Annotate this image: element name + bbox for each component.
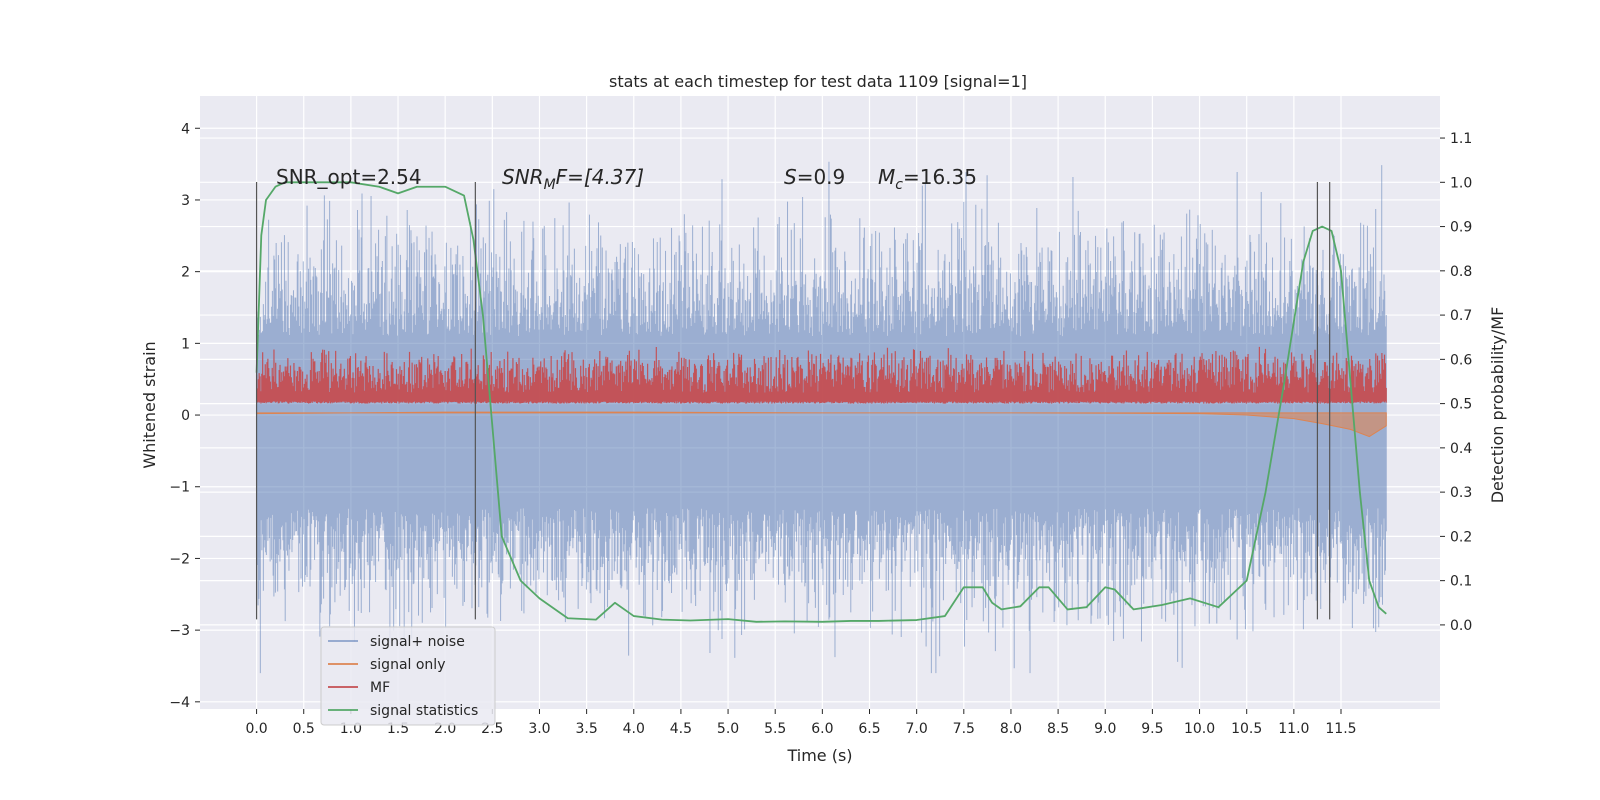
- x-tick-label: 10.0: [1184, 721, 1215, 737]
- y-tick-label-left: −2: [169, 551, 190, 567]
- legend-label: signal only: [370, 657, 445, 673]
- series-layer: [255, 161, 1387, 674]
- annotation-s: S=0.9: [784, 165, 845, 189]
- annotation-snr-mf-symbol: SNR: [502, 165, 544, 189]
- series-signal-statistics: [255, 181, 1387, 623]
- y-tick-label-right: 0.4: [1450, 441, 1472, 457]
- y-tick-label-left: 4: [181, 121, 190, 137]
- y-tick-label-left: 0: [181, 408, 190, 424]
- y-tick-label-right: 0.0: [1450, 618, 1472, 634]
- x-tick-label: 3.5: [575, 721, 597, 737]
- y-tick-label-right: 0.8: [1450, 264, 1472, 280]
- y-axis-label-left: Whitened strain: [140, 341, 159, 468]
- annotation-mc: Mc=16.35: [878, 165, 977, 193]
- annotation-snr-mf-value: F=[4.37]: [556, 165, 644, 189]
- chart-title: stats at each timestep for test data 110…: [609, 72, 1027, 91]
- vertical-markers: [255, 182, 1331, 620]
- ticks: 0.0 0.5 1.0 1.5 2.0 2.5 3.0 3.5 4.0 4.5 5.0 5.5 6.0 6…: [169, 121, 1472, 737]
- annotation-snr-mf: SNRMF=[4.37]: [502, 165, 644, 193]
- x-axis-label: Time (s): [786, 746, 852, 765]
- x-tick-label: 4.0: [623, 721, 645, 737]
- y-tick-label-right: 0.6: [1450, 352, 1472, 368]
- y-tick-label-right: 1.1: [1450, 131, 1472, 147]
- x-tick-label: 0.0: [245, 721, 267, 737]
- annotation-snr-opt: SNR_opt=2.54: [276, 165, 422, 189]
- x-tick-label: 9.0: [1094, 721, 1116, 737]
- y-tick-label-left: −4: [169, 695, 190, 711]
- legend-label: signal+ noise: [370, 634, 465, 650]
- y-tick-label-right: 1.0: [1450, 175, 1472, 191]
- x-tick-label: 7.0: [906, 721, 928, 737]
- x-tick-label: 4.5: [670, 721, 692, 737]
- y-tick-label-right: 0.1: [1450, 574, 1472, 590]
- y-tick-label-left: 3: [181, 193, 190, 209]
- y-tick-label-left: 2: [181, 265, 190, 281]
- x-tick-label: 8.0: [1000, 721, 1022, 737]
- y-tick-label-right: 0.7: [1450, 308, 1472, 324]
- annotation-snr-mf-subscript: M: [544, 177, 556, 193]
- x-tick-label: 8.5: [1047, 721, 1069, 737]
- y-tick-label-right: 0.2: [1450, 529, 1472, 545]
- y-axis-label-right: Detection probability/MF: [1488, 307, 1507, 504]
- x-tick-label: 11.5: [1325, 721, 1356, 737]
- annotation-mc-subscript: c: [895, 177, 903, 193]
- legend-label: MF: [370, 680, 390, 696]
- annotation-mc-value: =16.35: [903, 165, 977, 189]
- y-tick-label-left: 1: [181, 336, 190, 352]
- annotation-s-symbol: S: [784, 165, 797, 189]
- x-tick-label: 7.5: [953, 721, 975, 737]
- x-tick-label: 10.5: [1231, 721, 1262, 737]
- x-tick-label: 3.0: [528, 721, 550, 737]
- y-tick-label-left: −3: [169, 623, 190, 639]
- legend: signal+ noise signal only MF signal statist…: [320, 626, 496, 726]
- x-tick-label: 9.5: [1141, 721, 1163, 737]
- x-tick-label: 6.0: [811, 721, 833, 737]
- y-tick-label-right: 0.5: [1450, 397, 1472, 413]
- y-tick-label-left: −1: [169, 480, 190, 496]
- legend-label: signal statistics: [370, 703, 478, 719]
- y-tick-label-right: 0.9: [1450, 220, 1472, 236]
- x-tick-label: 11.0: [1278, 721, 1309, 737]
- annotation-mc-symbol: M: [878, 165, 895, 189]
- x-tick-label: 5.5: [764, 721, 786, 737]
- annotation-s-value: =0.9: [797, 165, 846, 189]
- x-tick-label: 5.0: [717, 721, 739, 737]
- x-tick-label: 6.5: [858, 721, 880, 737]
- y-tick-label-right: 0.3: [1450, 485, 1472, 501]
- series-signal-only: [256, 411, 1387, 438]
- legend-box: [320, 626, 496, 726]
- x-tick-label: 0.5: [293, 721, 315, 737]
